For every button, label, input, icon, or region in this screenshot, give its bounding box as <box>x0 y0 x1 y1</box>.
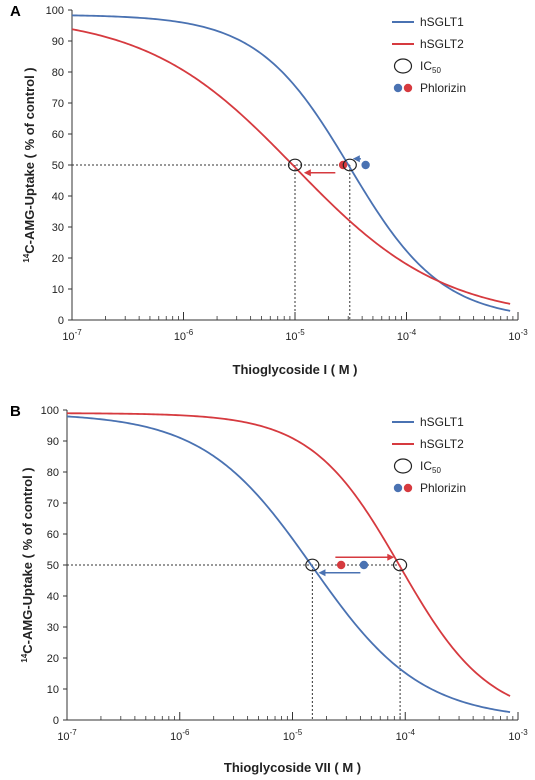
series-line-hsglt2 <box>66 412 511 697</box>
x-tick-label: 10-7 <box>62 328 82 343</box>
phlorizin-marker-hsglt2 <box>336 560 346 570</box>
legend-label: IC50 <box>420 59 441 75</box>
legend-swatch-phlorizin-blue <box>393 83 403 93</box>
y-tick-label: 40 <box>52 191 64 203</box>
x-tick-label: 10-6 <box>170 728 190 743</box>
legend-label: hSGLT1 <box>420 415 464 429</box>
y-tick-label: 20 <box>47 653 59 665</box>
phlorizin-marker-hsglt1 <box>359 560 369 570</box>
shift-arrow-head <box>387 553 395 561</box>
series-line-hsglt1 <box>66 415 511 713</box>
y-tick-label: 80 <box>47 467 59 479</box>
y-tick-label: 10 <box>52 284 64 296</box>
y-tick-label: 50 <box>52 160 64 172</box>
x-tick-label: 10-3 <box>508 328 528 343</box>
shift-arrow-head <box>303 169 311 177</box>
legend-swatch-phlorizin-red <box>403 483 413 493</box>
legend-swatch-phlorizin-blue <box>393 483 403 493</box>
y-tick-label: 80 <box>52 67 64 79</box>
legend: hSGLT1 hSGLT2 IC50 Phlorizin <box>392 415 466 495</box>
y-tick-label: 100 <box>41 405 59 417</box>
x-axis-title: Thioglycoside I ( M ) <box>233 362 358 377</box>
y-tick-label: 10 <box>47 684 59 696</box>
x-tick-label: 10-7 <box>57 728 77 743</box>
x-tick-label: 10-4 <box>397 328 417 343</box>
series-line-hsglt2 <box>71 28 511 305</box>
legend-label: hSGLT1 <box>420 15 464 29</box>
y-tick-label: 90 <box>47 436 59 448</box>
ic50-marker-hsglt1 <box>305 558 320 572</box>
shift-arrow-head <box>318 569 326 577</box>
ic50-marker-hsglt2 <box>287 158 303 172</box>
y-tick-label: 40 <box>47 591 59 603</box>
legend-swatch-ic50 <box>393 458 413 474</box>
y-tick-label: 50 <box>47 560 59 572</box>
x-axis-title: Thioglycoside VII ( M ) <box>224 760 361 775</box>
y-tick-label: 100 <box>46 5 64 17</box>
x-tick-label: 10-6 <box>174 328 194 343</box>
y-axis-title: 14C-AMG-Uptake ( % of control ) <box>20 467 35 662</box>
chart-panel-a: A 0 10 20 30 40 50 60 70 80 90 100 10-7 10-6 10-5 10-4 1… <box>10 3 528 377</box>
y-tick-label: 60 <box>47 529 59 541</box>
x-tick-label: 10-5 <box>283 728 303 743</box>
y-tick-label: 0 <box>53 715 59 727</box>
legend-label: hSGLT2 <box>420 437 464 451</box>
x-tick-label: 10-3 <box>508 728 528 743</box>
ic50-marker-hsglt1 <box>342 158 357 172</box>
y-tick-label: 70 <box>47 498 59 510</box>
panel-label: A <box>10 3 21 20</box>
y-tick-label: 30 <box>52 222 64 234</box>
x-tick-label: 10-5 <box>285 328 305 343</box>
y-tick-label: 60 <box>52 129 64 141</box>
y-tick-label: 0 <box>58 315 64 327</box>
y-axis-title: 14C-AMG-Uptake ( % of control ) <box>22 67 37 262</box>
ic50-marker-hsglt2 <box>392 558 408 572</box>
panel-label: B <box>10 403 21 420</box>
legend-swatch-ic50 <box>393 58 413 74</box>
legend-swatch-phlorizin-red <box>403 83 413 93</box>
legend: hSGLT1 hSGLT2 IC50 Phlorizin <box>392 15 466 95</box>
y-tick-label: 70 <box>52 98 64 110</box>
y-tick-label: 90 <box>52 36 64 48</box>
x-tick-label: 10-4 <box>396 728 416 743</box>
legend-label: IC50 <box>420 459 441 475</box>
chart-panel-b: B 0 10 20 30 40 50 60 70 80 90 100 10-7 10-6 10-5 10-4 1… <box>10 403 528 775</box>
shift-arrow-head <box>352 155 360 163</box>
legend-label: hSGLT2 <box>420 37 464 51</box>
phlorizin-marker-hsglt1 <box>361 160 370 170</box>
y-tick-label: 20 <box>52 253 64 265</box>
legend-label: Phlorizin <box>420 481 466 495</box>
legend-label: Phlorizin <box>420 81 466 95</box>
y-tick-label: 30 <box>47 622 59 634</box>
